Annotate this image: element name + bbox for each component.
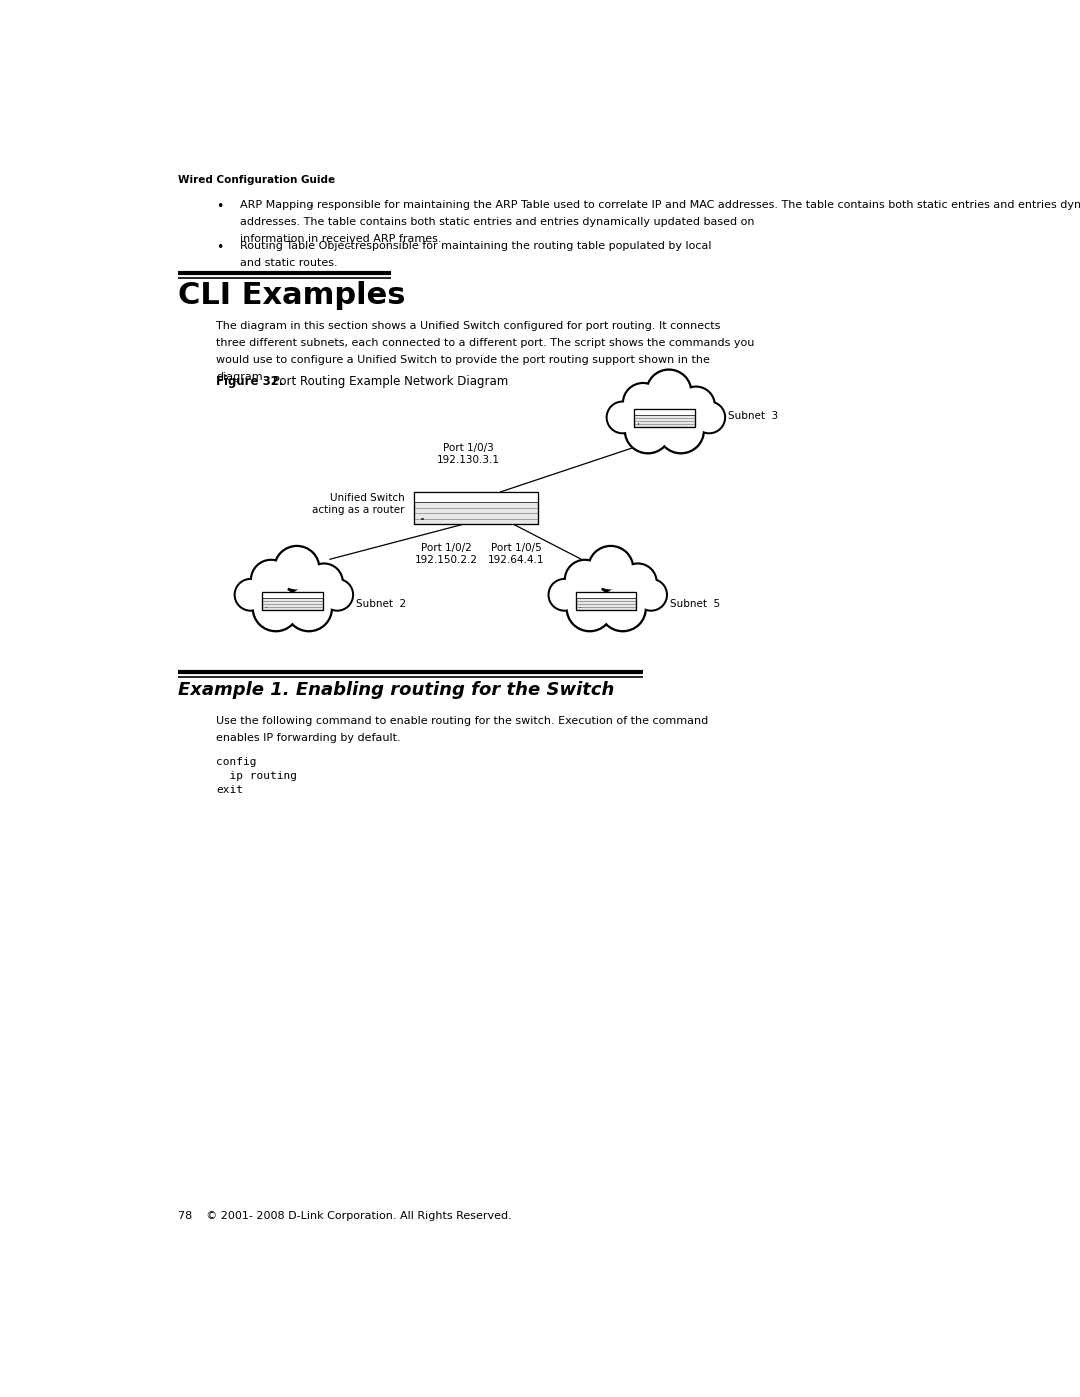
- Text: Subnet  5: Subnet 5: [671, 599, 720, 609]
- Text: diagram.: diagram.: [216, 372, 267, 381]
- Circle shape: [694, 402, 724, 432]
- Text: CLI Examples: CLI Examples: [177, 281, 405, 310]
- Circle shape: [322, 580, 353, 610]
- Bar: [637, 423, 639, 425]
- Text: ARP Mapping: ARP Mapping: [240, 200, 313, 210]
- Circle shape: [286, 585, 332, 631]
- Text: 78    © 2001- 2008 D-Link Corporation. All Rights Reserved.: 78 © 2001- 2008 D-Link Corporation. All …: [177, 1211, 511, 1221]
- Circle shape: [625, 408, 671, 453]
- Text: Unified Switch
acting as a router: Unified Switch acting as a router: [312, 493, 405, 515]
- Circle shape: [635, 580, 666, 610]
- Bar: [580, 606, 581, 608]
- Circle shape: [550, 580, 580, 609]
- Bar: [576, 592, 636, 598]
- Circle shape: [647, 370, 691, 414]
- Circle shape: [636, 580, 666, 609]
- Circle shape: [608, 402, 637, 432]
- Circle shape: [322, 580, 352, 609]
- Circle shape: [253, 585, 299, 631]
- Text: Subnet  2: Subnet 2: [356, 599, 406, 609]
- Text: Use the following command to enable routing for the switch. Execution of the com: Use the following command to enable rout…: [216, 715, 708, 726]
- Bar: [634, 409, 694, 415]
- Circle shape: [254, 587, 298, 630]
- Circle shape: [566, 560, 604, 599]
- Circle shape: [235, 580, 267, 610]
- Bar: [266, 606, 267, 608]
- Circle shape: [274, 546, 319, 591]
- Circle shape: [607, 402, 638, 433]
- Circle shape: [568, 587, 611, 630]
- Text: The diagram in this section shows a Unified Switch configured for port routing. : The diagram in this section shows a Unif…: [216, 321, 720, 331]
- Bar: [634, 409, 694, 427]
- Circle shape: [677, 387, 715, 423]
- Circle shape: [287, 587, 330, 630]
- Circle shape: [623, 383, 663, 423]
- Circle shape: [626, 409, 670, 453]
- Circle shape: [678, 387, 714, 423]
- Circle shape: [252, 560, 291, 599]
- Text: •: •: [216, 200, 224, 212]
- Circle shape: [658, 408, 704, 453]
- Circle shape: [275, 548, 319, 590]
- Text: - responsible for maintaining the routing table populated by local: - responsible for maintaining the routin…: [345, 240, 712, 251]
- Text: would use to configure a Unified Switch to provide the port routing support show: would use to configure a Unified Switch …: [216, 355, 711, 365]
- Circle shape: [306, 564, 341, 601]
- Bar: [576, 592, 636, 610]
- Circle shape: [306, 564, 342, 601]
- Bar: [262, 592, 323, 610]
- Circle shape: [589, 546, 633, 591]
- Text: and static routes.: and static routes.: [240, 257, 337, 268]
- Circle shape: [624, 384, 662, 422]
- Bar: [414, 492, 538, 502]
- Text: - responsible for maintaining the ARP Table used to correlate IP and MAC address: - responsible for maintaining the ARP Ta…: [306, 200, 1080, 210]
- Circle shape: [648, 370, 690, 414]
- Text: Subnet  3: Subnet 3: [728, 411, 779, 422]
- Circle shape: [659, 409, 703, 453]
- Text: information in received ARP frames.: information in received ARP frames.: [240, 233, 441, 244]
- Circle shape: [252, 560, 291, 599]
- Bar: [414, 492, 538, 524]
- Text: enables IP forwarding by default.: enables IP forwarding by default.: [216, 733, 401, 743]
- Text: Port 1/0/2
192.150.2.2: Port 1/0/2 192.150.2.2: [415, 543, 478, 564]
- Text: Port Routing Example Network Diagram: Port Routing Example Network Diagram: [269, 374, 509, 388]
- Text: addresses. The table contains both static entries and entries dynamically update: addresses. The table contains both stati…: [240, 217, 754, 226]
- Circle shape: [567, 585, 612, 631]
- Text: Figure 32.: Figure 32.: [216, 374, 284, 388]
- Bar: [421, 518, 424, 520]
- Text: Wired Configuration Guide: Wired Configuration Guide: [177, 176, 335, 186]
- Circle shape: [619, 564, 657, 601]
- Circle shape: [693, 402, 725, 433]
- Text: three different subnets, each connected to a different port. The script shows th: three different subnets, each connected …: [216, 338, 755, 348]
- Text: config
  ip routing
exit: config ip routing exit: [216, 757, 297, 795]
- Text: Example 1. Enabling routing for the Switch: Example 1. Enabling routing for the Swit…: [177, 682, 615, 700]
- Text: Port 1/0/5
192.64.4.1: Port 1/0/5 192.64.4.1: [488, 543, 544, 564]
- Bar: [414, 492, 538, 524]
- Circle shape: [549, 580, 580, 610]
- Bar: [262, 592, 323, 610]
- Circle shape: [565, 560, 605, 599]
- Bar: [634, 409, 694, 427]
- Bar: [262, 592, 323, 598]
- Circle shape: [600, 587, 645, 630]
- Circle shape: [600, 585, 646, 631]
- Circle shape: [590, 548, 632, 590]
- Bar: [576, 592, 636, 610]
- Circle shape: [235, 580, 266, 609]
- Text: Routing Table Object: Routing Table Object: [240, 240, 354, 251]
- Circle shape: [620, 564, 656, 601]
- Text: Port 1/0/3
192.130.3.1: Port 1/0/3 192.130.3.1: [436, 443, 500, 465]
- Text: •: •: [216, 240, 224, 254]
